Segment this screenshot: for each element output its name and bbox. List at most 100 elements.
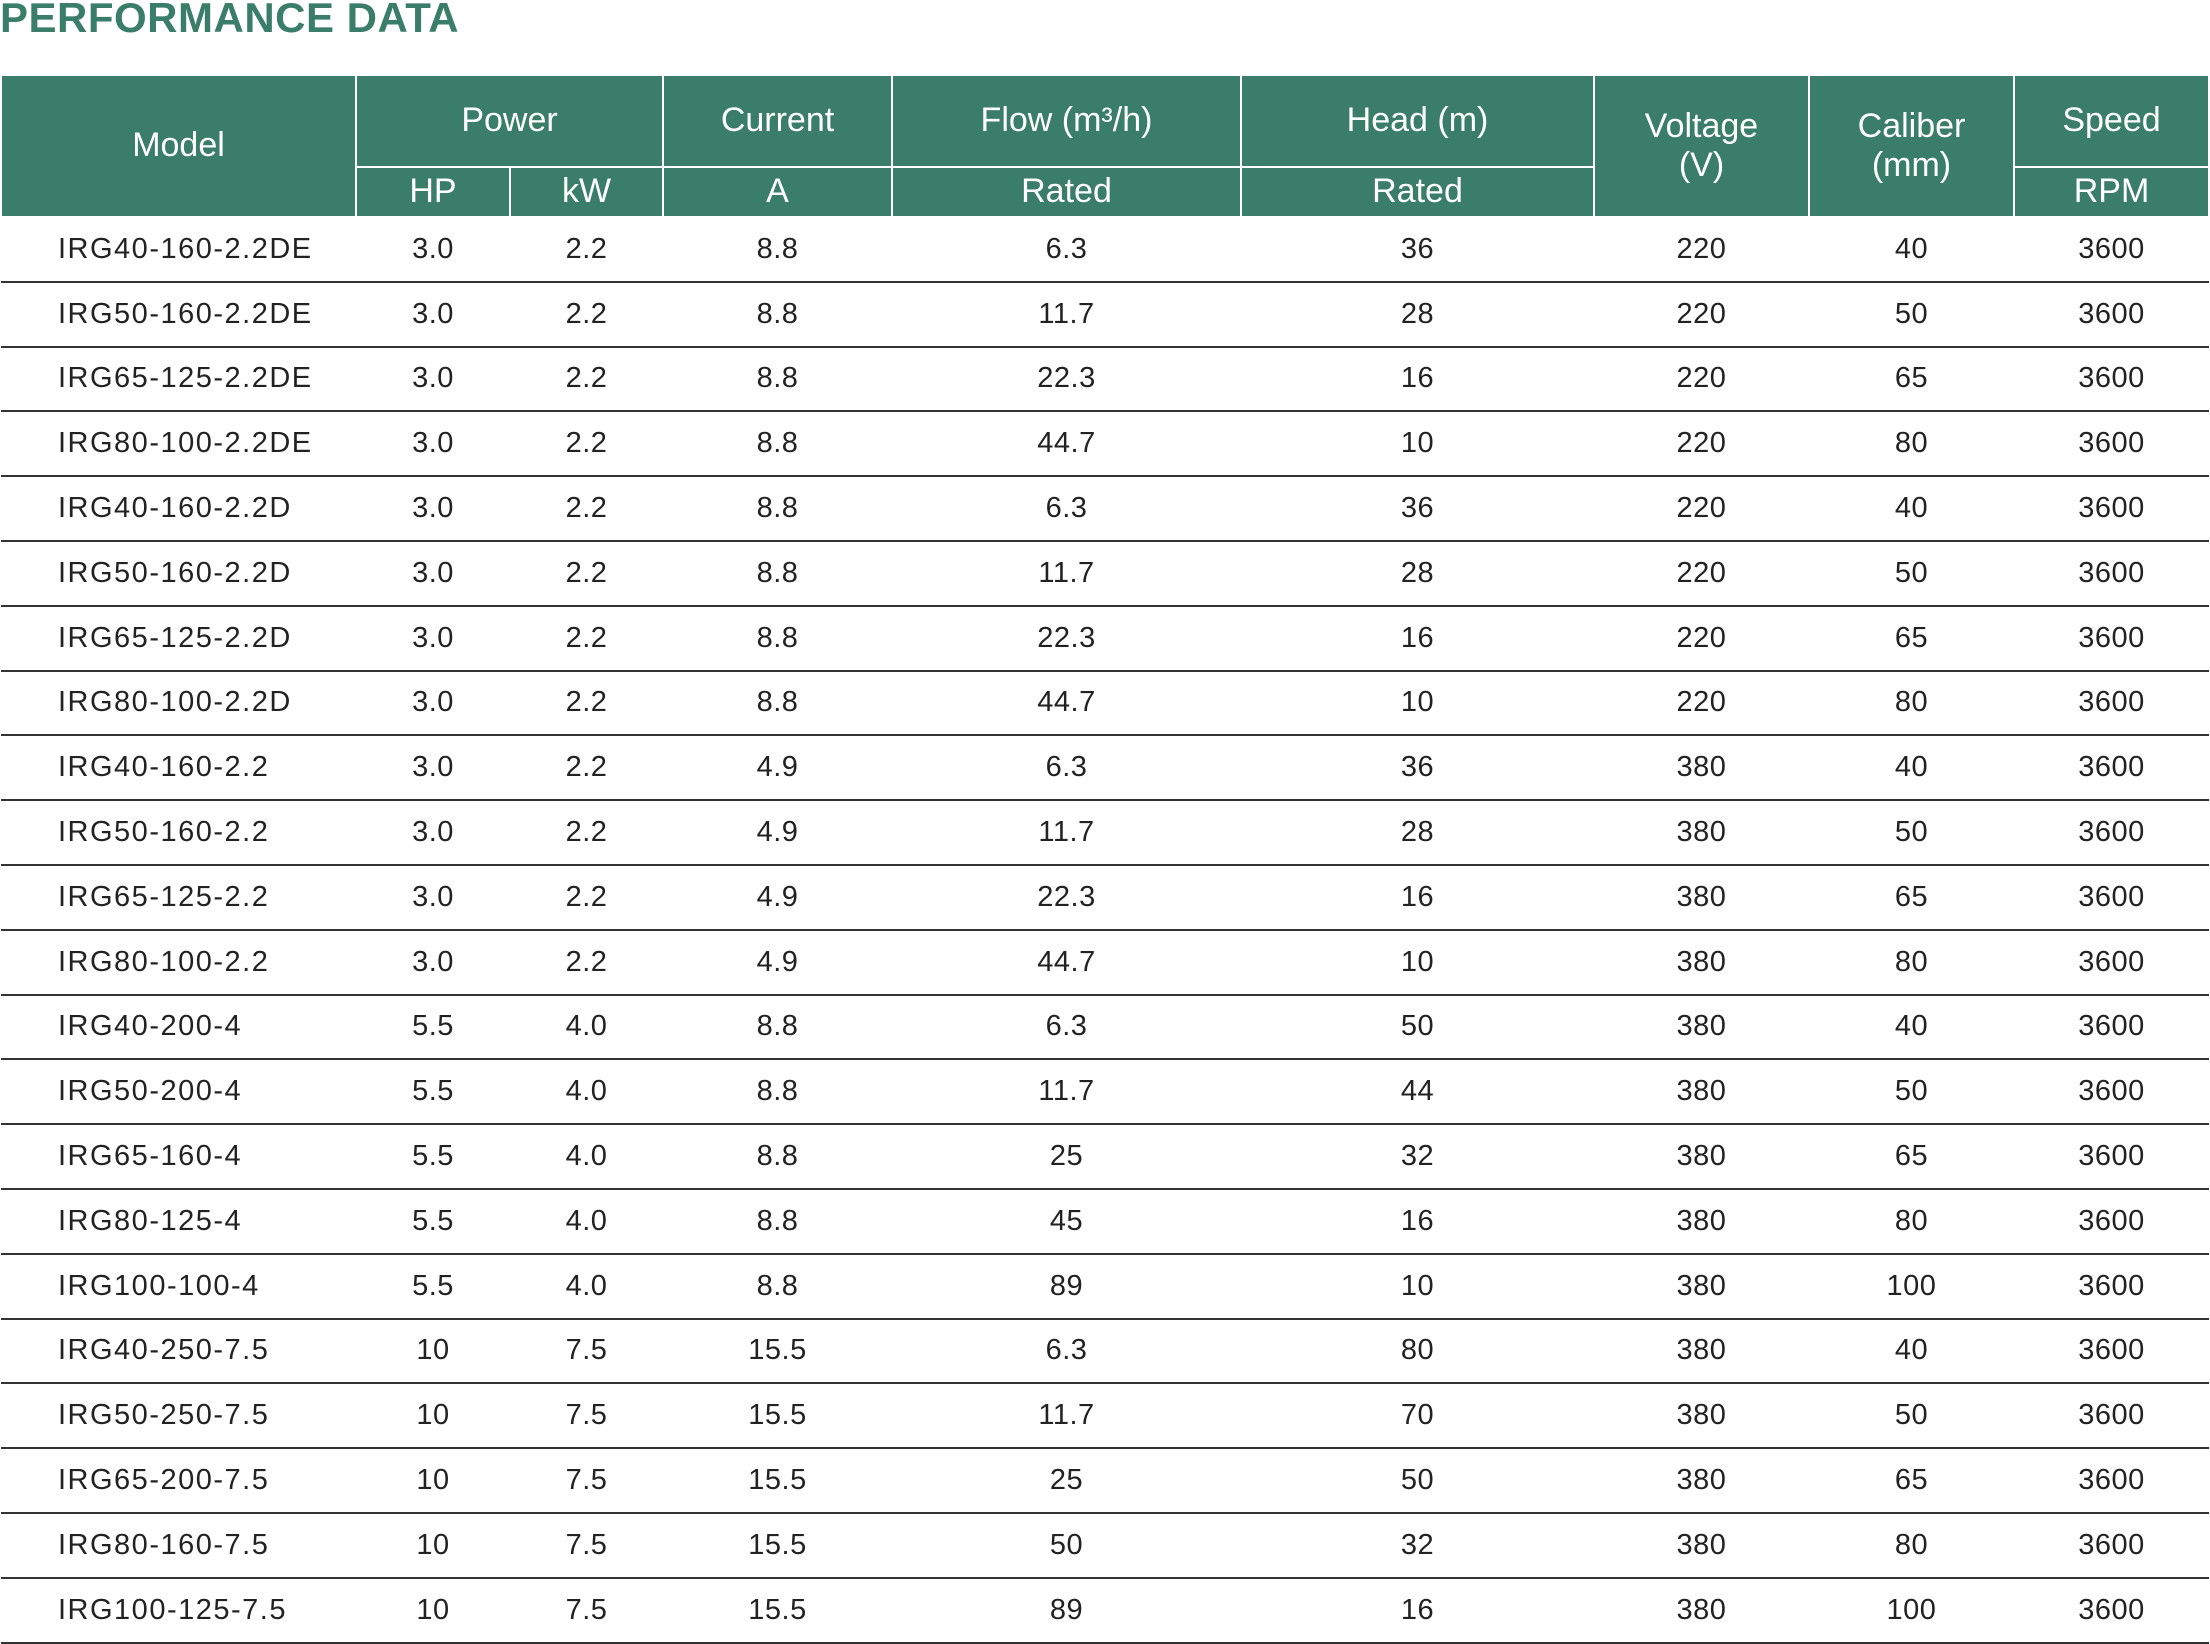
value-cell: 8.8: [663, 1124, 892, 1190]
value-cell: 3.0: [356, 540, 510, 607]
model-cell: IRG50-160-2.2DE: [1, 281, 356, 348]
value-cell: 80: [1809, 411, 2014, 478]
value-cell: 36: [1241, 476, 1594, 542]
value-cell: 22.3: [892, 605, 1241, 672]
value-cell: 3600: [2014, 476, 2209, 542]
model-cell: IRG50-160-2.2: [1, 800, 356, 866]
value-cell: 44: [1241, 1059, 1594, 1126]
table-row: IRG50-160-2.2 3.0 2.2 4.9 11.7 28 380 50 3600: [1, 800, 2209, 866]
model-cell: IRG80-125-4: [1, 1188, 356, 1255]
value-cell: 2.2: [510, 735, 663, 802]
header-cell: Rated: [891, 167, 1242, 218]
model-cell: IRG65-160-4: [1, 1124, 356, 1190]
value-cell: 4.0: [510, 1059, 663, 1126]
value-cell: 10: [356, 1318, 510, 1385]
value-cell: 7.5: [510, 1318, 663, 1385]
value-cell: 3.0: [356, 281, 510, 348]
value-cell: 10: [356, 1577, 510, 1644]
value-cell: 6.3: [892, 217, 1241, 283]
value-cell: 220: [1594, 670, 1809, 737]
value-cell: 3.0: [356, 217, 510, 283]
value-cell: 5.5: [356, 994, 510, 1061]
model-cell: IRG50-160-2.2D: [1, 540, 356, 607]
header-cell: Speed: [2013, 76, 2210, 168]
value-cell: 10: [1241, 929, 1594, 996]
value-cell: 3.0: [356, 605, 510, 672]
value-cell: 8.8: [663, 540, 892, 607]
model-cell: IRG100-100-4: [1, 1253, 356, 1320]
performance-table: Model Power Current Flow (m³/h) Head (m)…: [0, 76, 2210, 1644]
value-cell: 70: [1241, 1383, 1594, 1450]
value-cell: 3.0: [356, 476, 510, 542]
model-cell: IRG80-100-2.2D: [1, 670, 356, 737]
value-cell: 3600: [2014, 1188, 2209, 1255]
value-cell: 100: [1809, 1577, 2014, 1644]
header-cell: Current: [662, 76, 893, 168]
value-cell: 50: [1809, 800, 2014, 866]
value-cell: 6.3: [892, 735, 1241, 802]
value-cell: 380: [1594, 994, 1809, 1061]
value-cell: 22.3: [892, 346, 1241, 413]
header-cell: RPM: [2013, 167, 2210, 218]
value-cell: 3600: [2014, 1512, 2209, 1579]
value-cell: 3600: [2014, 1577, 2209, 1644]
header-cell: Model: [0, 76, 357, 218]
value-cell: 2.2: [510, 411, 663, 478]
value-cell: 28: [1241, 281, 1594, 348]
page-title: PERFORMANCE DATA: [0, 0, 460, 41]
value-cell: 40: [1809, 735, 2014, 802]
header-line: Caliber: [1857, 106, 1966, 145]
value-cell: 11.7: [892, 1383, 1241, 1450]
value-cell: 3600: [2014, 994, 2209, 1061]
value-cell: 380: [1594, 1577, 1809, 1644]
value-cell: 16: [1241, 1577, 1594, 1644]
value-cell: 8.8: [663, 411, 892, 478]
value-cell: 2.2: [510, 540, 663, 607]
table-row: IRG50-250-7.5 10 7.5 15.5 11.7 70 380 50 3600: [1, 1383, 2209, 1450]
value-cell: 3.0: [356, 346, 510, 413]
value-cell: 40: [1809, 994, 2014, 1061]
value-cell: 16: [1241, 1188, 1594, 1255]
value-cell: 3600: [2014, 670, 2209, 737]
value-cell: 15.5: [663, 1512, 892, 1579]
value-cell: 80: [1809, 1188, 2014, 1255]
value-cell: 3600: [2014, 1253, 2209, 1320]
model-cell: IRG50-200-4: [1, 1059, 356, 1126]
value-cell: 2.2: [510, 800, 663, 866]
model-cell: IRG40-250-7.5: [1, 1318, 356, 1385]
model-cell: IRG40-200-4: [1, 994, 356, 1061]
value-cell: 28: [1241, 800, 1594, 866]
value-cell: 8.8: [663, 217, 892, 283]
value-cell: 65: [1809, 346, 2014, 413]
value-cell: 7.5: [510, 1383, 663, 1450]
value-cell: 6.3: [892, 1318, 1241, 1385]
table-row: IRG50-160-2.2D 3.0 2.2 8.8 11.7 28 220 50 3600: [1, 540, 2209, 607]
table-row: IRG50-160-2.2DE 3.0 2.2 8.8 11.7 28 220 50 3600: [1, 281, 2209, 348]
model-cell: IRG40-160-2.2: [1, 735, 356, 802]
value-cell: 2.2: [510, 864, 663, 931]
value-cell: 15.5: [663, 1383, 892, 1450]
value-cell: 3600: [2014, 864, 2209, 931]
value-cell: 380: [1594, 864, 1809, 931]
value-cell: 4.9: [663, 735, 892, 802]
value-cell: 50: [1809, 1383, 2014, 1450]
value-cell: 10: [1241, 1253, 1594, 1320]
table-row: IRG65-125-2.2 3.0 2.2 4.9 22.3 16 380 65 3600: [1, 864, 2209, 931]
value-cell: 36: [1241, 217, 1594, 283]
value-cell: 2.2: [510, 670, 663, 737]
model-cell: IRG65-125-2.2DE: [1, 346, 356, 413]
table-row: IRG40-160-2.2D 3.0 2.2 8.8 6.3 36 220 40 3600: [1, 476, 2209, 542]
value-cell: 16: [1241, 346, 1594, 413]
value-cell: 10: [356, 1512, 510, 1579]
value-cell: 3600: [2014, 346, 2209, 413]
value-cell: 3.0: [356, 929, 510, 996]
value-cell: 50: [1241, 1448, 1594, 1514]
value-cell: 3600: [2014, 800, 2209, 866]
value-cell: 45: [892, 1188, 1241, 1255]
value-cell: 65: [1809, 864, 2014, 931]
value-cell: 380: [1594, 800, 1809, 866]
value-cell: 220: [1594, 281, 1809, 348]
value-cell: 32: [1241, 1124, 1594, 1190]
value-cell: 380: [1594, 1124, 1809, 1190]
value-cell: 44.7: [892, 670, 1241, 737]
